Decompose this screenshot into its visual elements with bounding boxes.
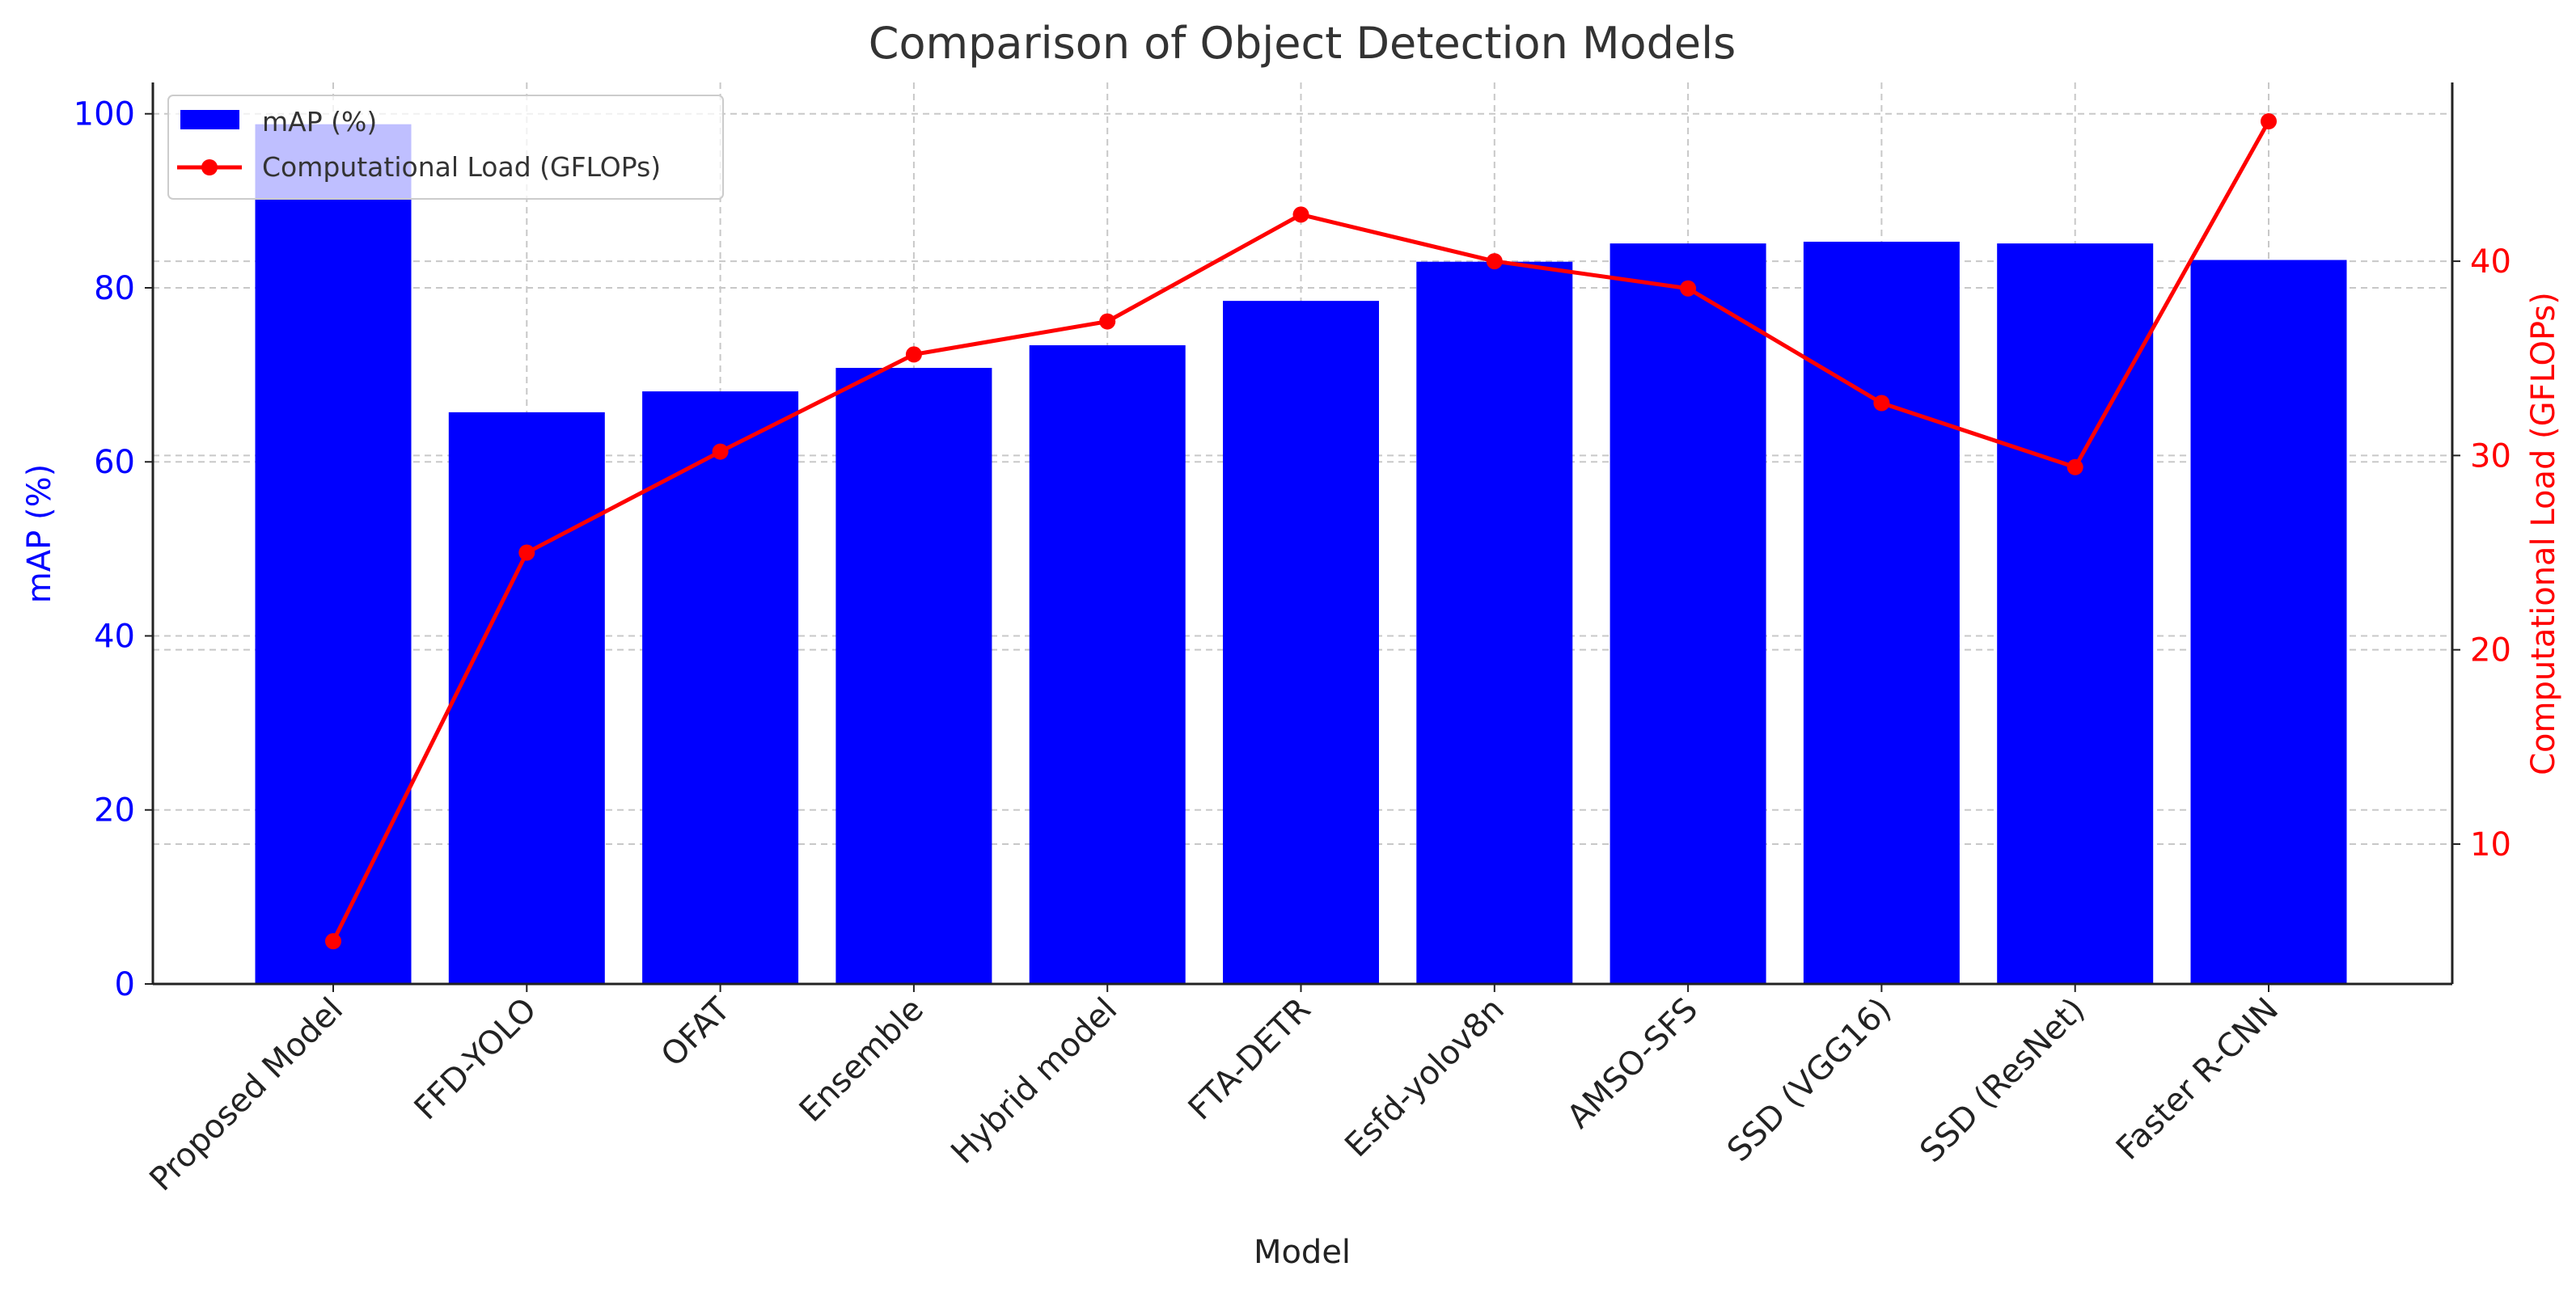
legend: mAP (%) Computational Load (GFLOPs) (167, 95, 724, 200)
legend-swatch-marker (201, 159, 218, 175)
gflops-point-ofat (712, 443, 729, 460)
bar-proposed-model (255, 124, 412, 984)
x-tick-label: Esfd-yolov8n (1338, 991, 1512, 1165)
bar-amso-sfs (1609, 243, 1766, 984)
y-tick-label: 80 (94, 270, 135, 307)
y-tick-label: 40 (94, 618, 135, 655)
y-tick-label: 100 (74, 96, 135, 133)
y-tick-label: 0 (115, 966, 135, 1003)
gflops-point-ensemble (905, 346, 922, 363)
x-tick-label: Proposed Model (142, 991, 350, 1199)
y2-tick-label: 40 (2470, 243, 2511, 281)
y2-tick-label: 20 (2470, 632, 2511, 669)
x-tick-label: FTA-DETR (1182, 991, 1318, 1128)
gflops-point-proposed-model (325, 933, 341, 950)
x-tick-label: Faster R-CNN (2109, 991, 2286, 1167)
bar-ensemble (835, 368, 992, 984)
x-axis-label: Model (1254, 1234, 1351, 1271)
gflops-point-faster-r-cnn (2261, 113, 2277, 130)
bars (255, 124, 2347, 985)
x-tick-label: Ensemble (793, 991, 931, 1129)
y-tick-label: 60 (94, 444, 135, 481)
y2-tick-label: 10 (2470, 826, 2511, 863)
gflops-point-ssd-vgg16- (1873, 395, 1890, 412)
bar-fta-detr (1223, 301, 1379, 984)
bar-ssd-vgg16- (1803, 241, 1960, 985)
chart-title: Comparison of Object Detection Models (869, 18, 1736, 69)
legend-swatch-bar (180, 110, 239, 129)
bar-hybrid-model (1029, 345, 1186, 985)
y2-tick-label: 30 (2470, 437, 2511, 475)
x-tick-label: OFAT (654, 990, 738, 1074)
gflops-point-ffd-yolo (518, 544, 535, 561)
bar-faster-r-cnn (2190, 260, 2347, 984)
line-series (325, 113, 2277, 950)
gflops-point-fta-detr (1292, 206, 1309, 223)
x-tick-label: SSD (VGG16) (1720, 991, 1898, 1169)
x-tick-label: Hybrid model (944, 991, 1124, 1172)
y2-axis-label: Computational Load (GFLOPs) (2525, 292, 2562, 775)
gflops-point-amso-sfs (1680, 280, 1697, 297)
y-axis-label: mAP (%) (21, 464, 58, 603)
bar-ffd-yolo (448, 412, 605, 984)
x-tick-label: SSD (ResNet) (1913, 991, 2092, 1170)
gflops-point-esfd-yolov8n (1486, 253, 1503, 270)
x-tick-label: FFD-YOLO (408, 991, 544, 1128)
legend-label-map: mAP (%) (262, 106, 377, 137)
gflops-point-ssd-resnet- (2066, 458, 2083, 475)
legend-box (167, 95, 724, 200)
y-tick-label: 20 (94, 792, 135, 830)
gflops-point-hybrid-model (1099, 313, 1116, 330)
legend-label-gflops: Computational Load (GFLOPs) (262, 151, 661, 183)
bar-ofat (642, 391, 799, 985)
bar-ssd-resnet- (1997, 243, 2154, 984)
x-tick-label: AMSO-SFS (1560, 991, 1705, 1136)
bar-esfd-yolov8n (1416, 261, 1573, 984)
